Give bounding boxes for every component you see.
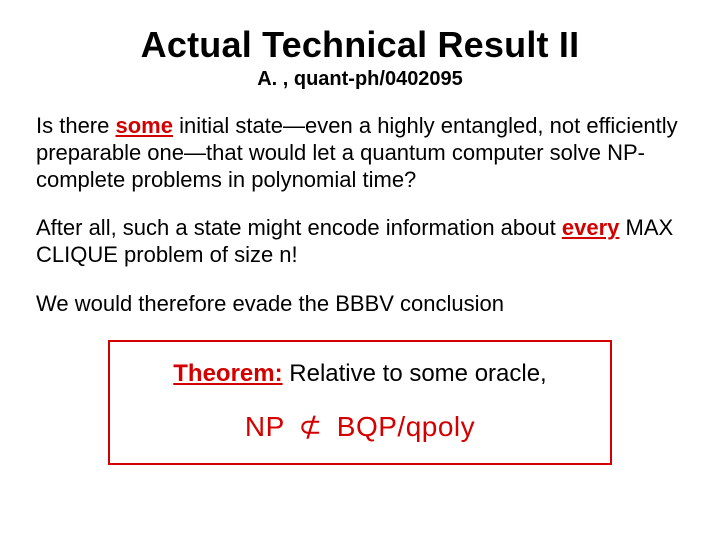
emphasis-some: some: [115, 113, 172, 138]
not-subset-symbol: ⊄: [299, 410, 323, 443]
theorem-math: NP ⊄ BQP/qpoly: [126, 410, 594, 443]
math-left: NP: [245, 411, 293, 442]
emphasis-every: every: [562, 215, 620, 240]
para2-prefix: After all, such a state might encode inf…: [36, 215, 562, 240]
paragraph-2: After all, such a state might encode inf…: [36, 215, 684, 269]
slide-subtitle: A. , quant-ph/0402095: [36, 68, 684, 91]
paragraph-3: We would therefore evade the BBBV conclu…: [36, 291, 684, 318]
theorem-statement: Theorem: Relative to some oracle,: [126, 360, 594, 388]
theorem-label: Theorem:: [173, 360, 282, 387]
slide-container: Actual Technical Result II A. , quant-ph…: [0, 0, 720, 540]
math-right: BQP/qpoly: [329, 411, 476, 442]
theorem-text: Relative to some oracle,: [283, 360, 547, 387]
paragraph-1: Is there some initial state—even a highl…: [36, 113, 684, 193]
theorem-box: Theorem: Relative to some oracle, NP ⊄ B…: [108, 340, 612, 465]
para1-prefix: Is there: [36, 113, 115, 138]
slide-title: Actual Technical Result II: [36, 24, 684, 66]
